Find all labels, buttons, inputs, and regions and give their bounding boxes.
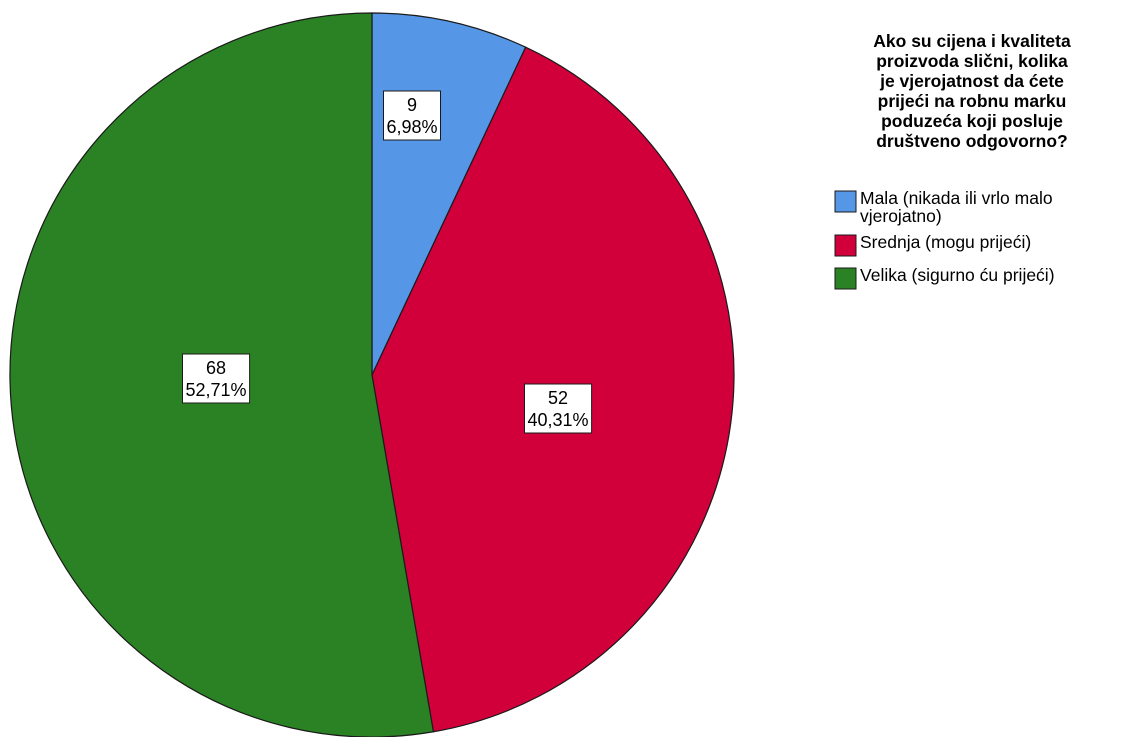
legend-item-3: Velika (sigurno ću prijeći) [834, 265, 1055, 290]
legend-title-line: poduzeća koji posluje [881, 111, 1063, 131]
legend-title: Ako su cijena i kvaliteta proizvoda sličn… [873, 31, 1071, 151]
legend-title-line: prijeći na robnu marku [878, 91, 1067, 111]
legend-swatch [834, 190, 857, 213]
data-label-1: 96,98% [383, 90, 441, 141]
legend-item-1: Mala (nikada ili vrlo malo vjerojatno) [834, 188, 1053, 226]
legend-swatch [834, 234, 857, 257]
data-label-percent: 52,71% [185, 380, 246, 400]
legend-item-2: Srednja (mogu prijeći) [834, 232, 1031, 257]
data-label-count: 9 [407, 95, 417, 115]
legend-title-line: Ako su cijena i kvaliteta [873, 31, 1071, 51]
legend-label: Mala (nikada ili vrlo malo vjerojatno) [860, 188, 1053, 226]
data-label-box [182, 353, 251, 404]
data-label-count: 68 [206, 358, 226, 378]
legend-label: Srednja (mogu prijeći) [860, 232, 1031, 252]
data-label-count: 52 [548, 388, 568, 408]
data-label-percent: 6,98% [386, 117, 437, 137]
data-label-box [383, 90, 441, 141]
legend-items: Mala (nikada ili vrlo malo vjerojatno) Sre… [834, 188, 1055, 290]
legend-swatch [834, 267, 857, 290]
legend: Ako su cijena i kvaliteta proizvoda sličn… [834, 31, 1071, 290]
legend-title-line: je vjerojatnost da ćete [879, 71, 1064, 91]
legend-label: Velika (sigurno ću prijeći) [860, 265, 1055, 285]
legend-title-line: proizvoda slični, kolika [876, 51, 1068, 71]
legend-title-line: društveno odgovorno? [876, 131, 1068, 151]
pie-slices [9, 12, 735, 737]
data-label-percent: 40,31% [527, 410, 588, 430]
data-label-box [524, 383, 593, 434]
